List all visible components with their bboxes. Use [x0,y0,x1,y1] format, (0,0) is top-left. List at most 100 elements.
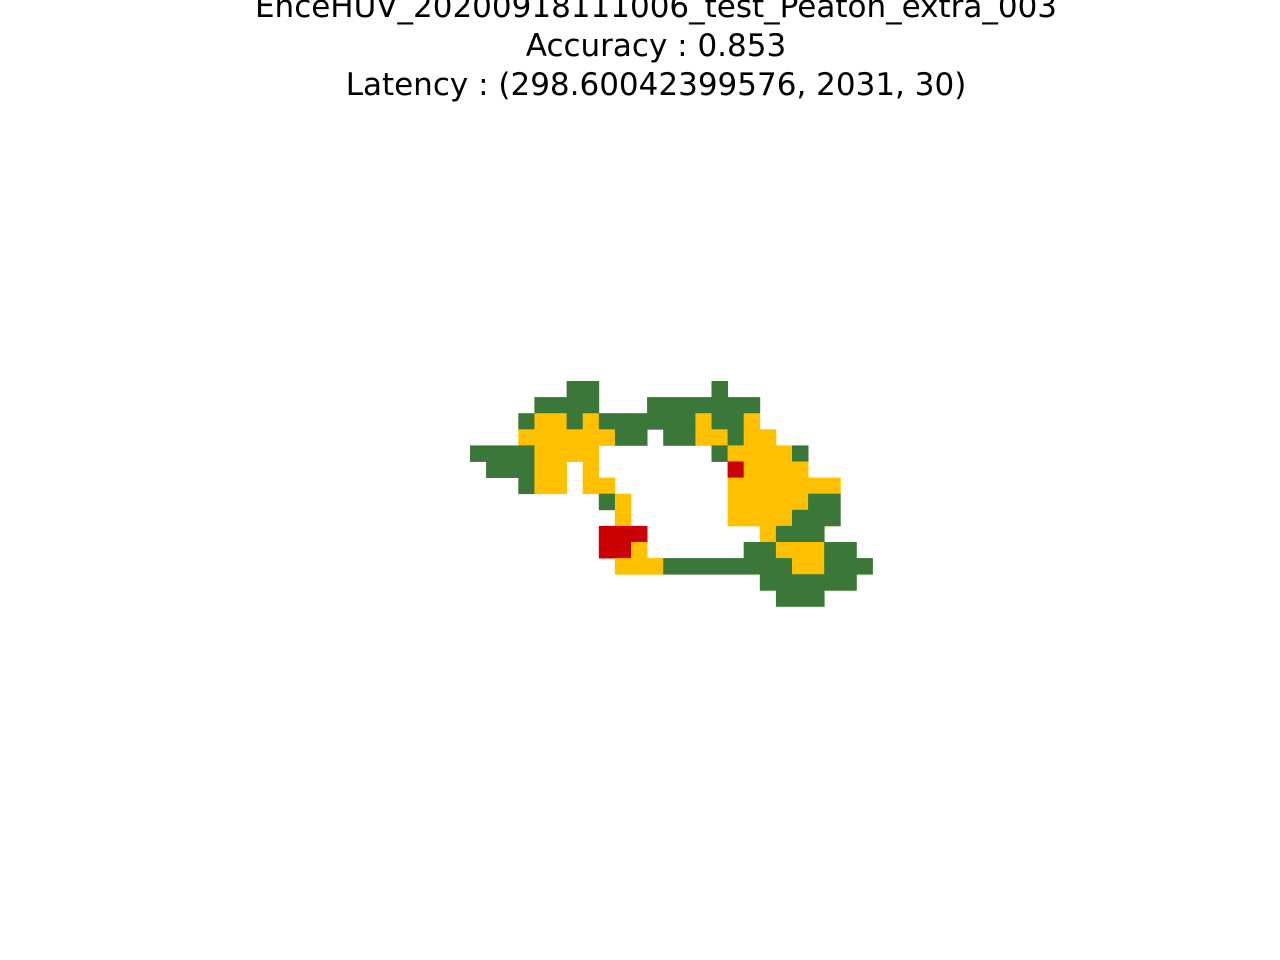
cell-correct [518,445,535,462]
cell-correct [743,558,761,575]
cell-partial [550,445,567,462]
cell-partial [582,477,600,495]
cell-partial [647,558,664,575]
cell-wrong [614,542,632,559]
cell-correct [631,413,648,430]
cell-partial [775,477,793,495]
cell-partial [743,477,761,495]
cell-partial [550,477,567,495]
cell-correct [727,413,745,430]
cell-partial [824,477,841,495]
cell-correct [566,381,584,398]
cell-partial [534,413,551,430]
cell-correct [518,461,535,478]
cell-correct [840,574,857,591]
cell-partial [614,493,632,511]
cell-correct [598,413,616,430]
chart-title-line-2: Accuracy : 0.853 [525,28,787,64]
cell-correct [792,590,809,607]
cell-correct [824,574,841,591]
cell-partial [534,429,551,446]
cell-partial [711,429,728,446]
cell-partial [534,477,551,495]
cell-correct [775,525,793,543]
cell-correct [486,445,503,462]
cell-partial [614,509,632,527]
cell-partial [534,461,551,478]
cell-partial [550,461,567,478]
cell-correct [663,558,680,575]
cell-correct [663,429,680,446]
cell-partial [792,477,809,495]
cell-partial [598,477,616,495]
cell-wrong [631,525,648,543]
cell-partial [808,558,825,575]
cell-partial [614,558,632,575]
cell-correct [759,558,777,575]
cell-correct [518,477,535,495]
cell-correct [550,397,567,414]
cell-wrong [598,525,616,543]
cell-partial [695,429,712,446]
cell-correct [824,509,841,527]
cell-partial [792,542,809,559]
cell-partial [582,429,600,446]
cell-partial [759,445,777,462]
cell-correct [808,525,825,543]
cell-partial [792,558,809,575]
cell-partial [582,445,600,462]
cell-correct [695,558,712,575]
cell-partial [727,493,745,511]
cell-partial [808,542,825,559]
cell-partial [808,477,825,495]
cell-partial [775,509,793,527]
cell-correct [775,574,793,591]
cell-correct [502,461,519,478]
cell-partial [695,413,712,430]
cell-partial [566,445,584,462]
cell-correct [727,397,745,414]
cell-correct [840,542,857,559]
cell-partial [631,558,648,575]
cell-wrong [727,461,745,478]
cell-correct [679,429,696,446]
cell-correct [775,558,793,575]
cell-correct [792,509,809,527]
cell-partial [534,445,551,462]
cell-correct [808,590,825,607]
cell-correct [824,493,841,511]
cell-correct [711,397,728,414]
cell-partial [759,509,777,527]
cell-correct [566,397,584,414]
cell-correct [824,558,841,575]
cell-partial [582,461,600,478]
cell-partial [759,429,777,446]
cell-partial [743,509,761,527]
cell-partial [759,525,777,543]
cell-correct [808,509,825,527]
cell-partial [518,429,535,446]
cell-correct [502,445,519,462]
cell-partial [759,493,777,511]
cell-partial [792,461,809,478]
cell-correct [711,445,728,462]
chart-title-line-3: Latency : (298.60042399576, 2031, 30) [345,67,967,103]
cell-partial [743,461,761,478]
cell-partial [775,461,793,478]
cell-wrong [614,525,632,543]
cell-correct [647,397,664,414]
cell-correct [711,558,728,575]
cell-partial [775,542,793,559]
cell-correct [663,413,680,430]
cell-partial [759,477,777,495]
cell-correct [614,413,632,430]
chart-title-line-1: EnceHUV_20200918111006_test_Peaton_extra… [254,0,1058,25]
cell-correct [808,493,825,511]
cell-correct [582,397,600,414]
cell-partial [743,413,761,430]
cell-partial [550,429,567,446]
cell-partial [743,493,761,511]
cell-correct [518,413,535,430]
cell-correct [614,429,632,446]
